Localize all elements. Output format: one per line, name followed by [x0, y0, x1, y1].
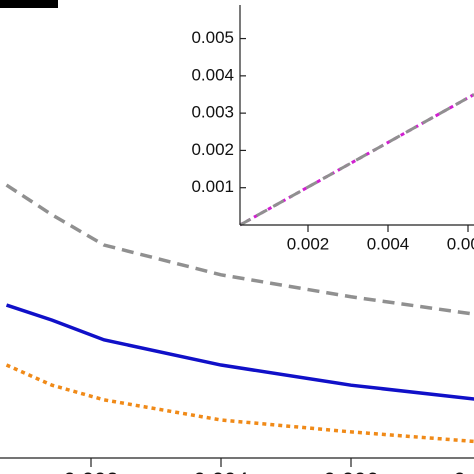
legend-fragment — [0, 0, 58, 8]
x-tick-label: 0.006 — [447, 234, 474, 253]
y-tick-label: 0.005 — [191, 28, 234, 47]
y-tick-label: 0.001 — [191, 177, 234, 196]
series-line — [5, 363, 474, 444]
x-tick-label: 0.002 — [287, 234, 330, 253]
x-tick-label: 0.006 — [323, 468, 378, 474]
x-tick-label: 0.008 — [453, 468, 474, 474]
x-tick-label: 0.004 — [367, 234, 410, 253]
x-tick-label: 0.004 — [193, 468, 248, 474]
y-tick-label: 0.003 — [191, 103, 234, 122]
series-line — [5, 183, 474, 316]
y-tick-label: 0.002 — [191, 140, 234, 159]
series-line — [5, 303, 474, 401]
series-line — [239, 93, 474, 227]
inset-background — [170, 0, 474, 260]
x-tick-label: 0.002 — [63, 468, 118, 474]
y-tick-label: 0.004 — [191, 65, 234, 84]
